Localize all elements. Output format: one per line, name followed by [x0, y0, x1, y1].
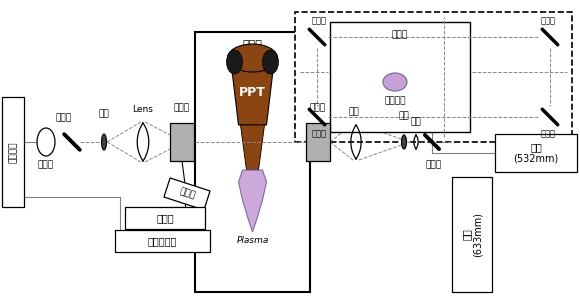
Polygon shape: [238, 170, 266, 232]
Text: 反射镇: 反射镇: [311, 16, 327, 25]
Text: 等离子体: 等离子体: [384, 96, 406, 105]
Bar: [2, 97, 24, 207]
Text: 针孔: 针孔: [398, 111, 409, 120]
Text: 滤光片: 滤光片: [38, 160, 54, 169]
Ellipse shape: [227, 50, 242, 74]
Ellipse shape: [37, 128, 55, 156]
Text: 信号发生器: 信号发生器: [148, 236, 177, 246]
Bar: [330, 22, 470, 132]
Text: PPT: PPT: [239, 86, 266, 99]
Bar: [115, 230, 210, 252]
Ellipse shape: [401, 135, 407, 149]
Text: 分光镇: 分光镇: [310, 103, 326, 112]
Polygon shape: [230, 58, 274, 125]
Bar: [495, 134, 577, 172]
Text: 针孔: 针孔: [99, 109, 110, 118]
Text: 分光镇: 分光镇: [311, 129, 327, 138]
Text: 透镇: 透镇: [411, 117, 422, 126]
Text: 透镇: 透镇: [349, 107, 360, 116]
Bar: [452, 177, 492, 292]
Text: 反射镇: 反射镇: [56, 113, 72, 122]
Ellipse shape: [227, 44, 277, 72]
Bar: [306, 123, 330, 161]
Text: Lens: Lens: [133, 105, 154, 114]
Text: 激光
(633mm): 激光 (633mm): [461, 212, 483, 257]
Bar: [164, 178, 210, 210]
Text: 反射镇: 反射镇: [541, 129, 556, 138]
Text: 分光镇: 分光镇: [174, 103, 190, 112]
Text: 探测器: 探测器: [178, 187, 196, 201]
Text: 激光
(532mm): 激光 (532mm): [513, 142, 559, 164]
Polygon shape: [241, 125, 264, 170]
Text: 真空腔: 真空腔: [392, 30, 408, 39]
Ellipse shape: [263, 50, 278, 74]
Bar: [170, 123, 194, 161]
Text: 高速相机: 高速相机: [9, 141, 17, 163]
Text: 放大器: 放大器: [156, 213, 174, 223]
Ellipse shape: [383, 73, 407, 91]
Bar: [125, 207, 205, 229]
Text: Plasma: Plasma: [236, 236, 269, 245]
Bar: [195, 32, 310, 292]
Text: 反射镇: 反射镇: [426, 160, 442, 169]
Ellipse shape: [102, 134, 107, 150]
Text: 真空腔: 真空腔: [242, 40, 262, 50]
Text: 分光镇: 分光镇: [541, 16, 556, 25]
Bar: [295, 12, 572, 142]
